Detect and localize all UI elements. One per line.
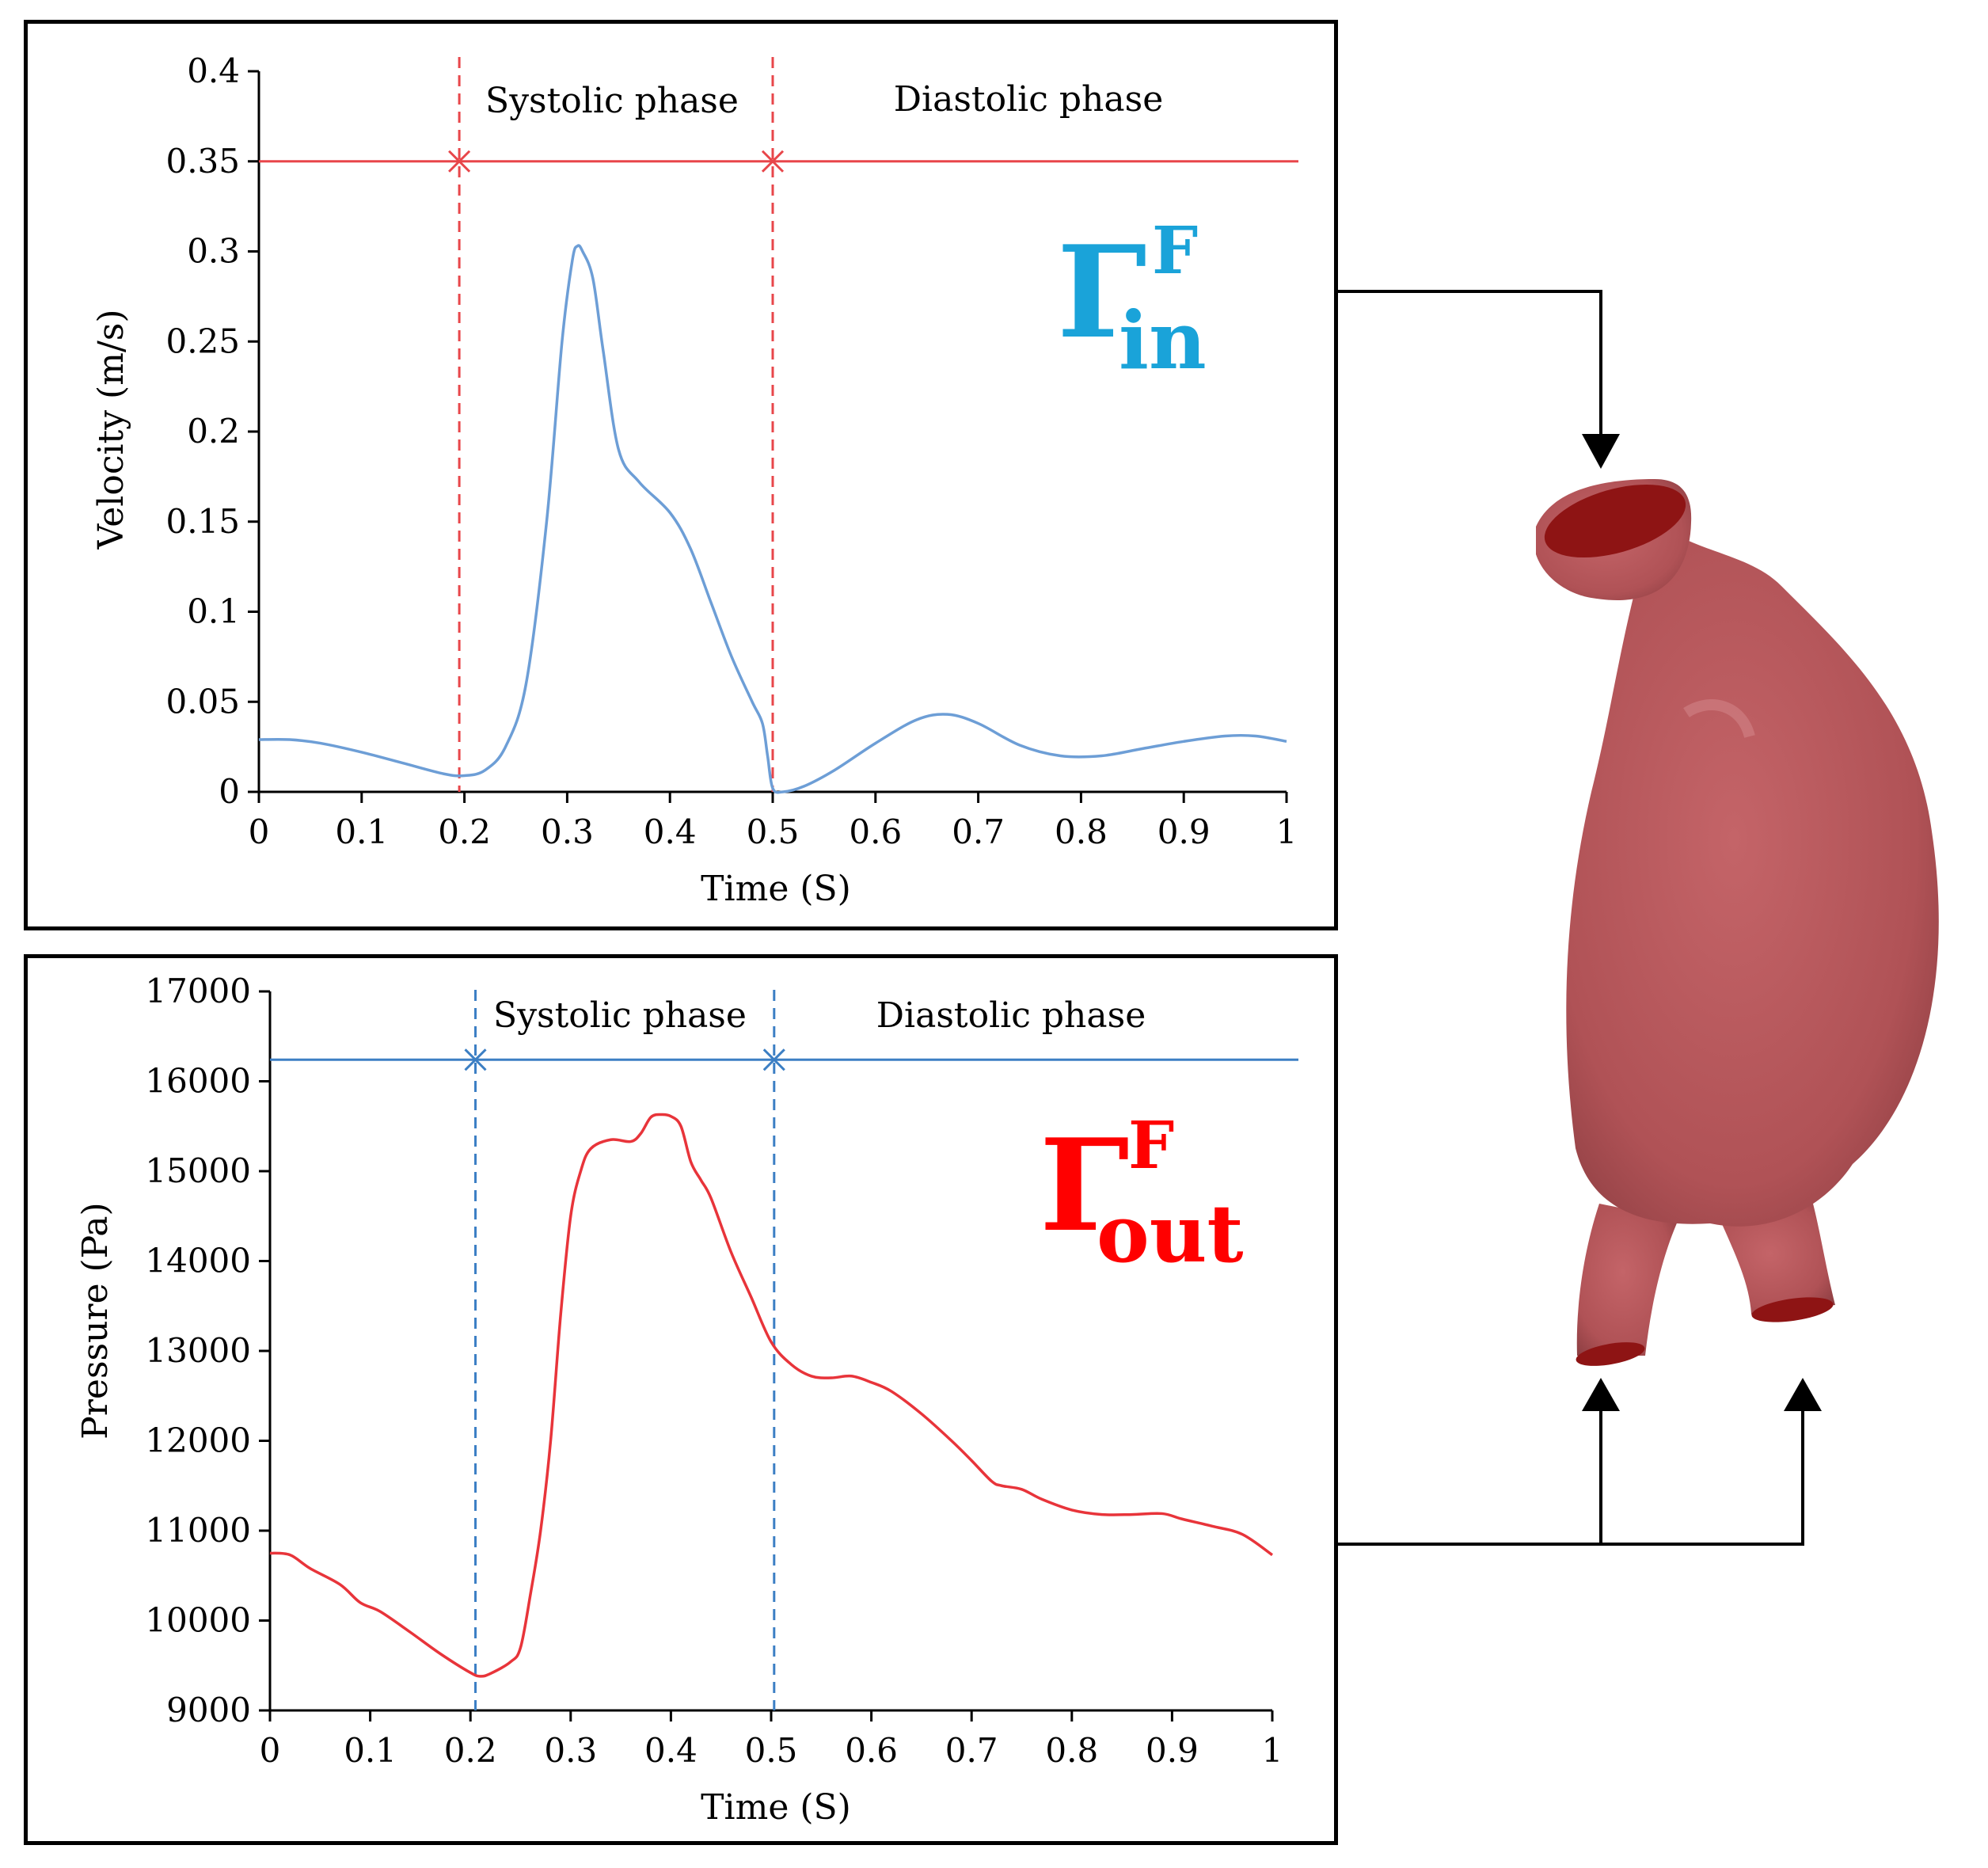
outlet-gamma: Γ — [1040, 1111, 1130, 1260]
outlet-connector-arrow — [1338, 1410, 1804, 1546]
diastolic-phase-label: Diastolic phase — [876, 995, 1146, 1036]
x-tick-label: 0.3 — [544, 1731, 597, 1770]
x-tick-label: 0.5 — [745, 1731, 798, 1770]
aorta-sac — [1566, 523, 1939, 1227]
x-tick-label: 0 — [260, 1731, 281, 1770]
x-tick-label: 0.2 — [444, 1731, 497, 1770]
aorta-right-leg — [1716, 1204, 1835, 1314]
x-tick-label: 0.1 — [344, 1731, 397, 1770]
aorta-inlet-opening — [1544, 484, 1686, 558]
pressure-chart: 0 0.1 0.2 0.3 0.4 0.5 0.6 0.7 0.8 0.9 1 9000 10000 11… — [75, 972, 1298, 1828]
x-tick-label: 0.9 — [1146, 1731, 1199, 1770]
y-tick-label: 9000 — [166, 1691, 251, 1729]
y-tick-label: 17000 — [145, 972, 251, 1010]
x-tick-label: 1 — [1276, 812, 1298, 851]
y-tick-label: 0.2 — [187, 412, 240, 451]
x-tick-label: 0.1 — [335, 812, 388, 851]
x-tick-label: 0.8 — [1045, 1731, 1098, 1770]
pressure-chart-panel: 0 0.1 0.2 0.3 0.4 0.5 0.6 0.7 0.8 0.9 1 9000 10000 11… — [24, 954, 1338, 1845]
y-axis-label: Pressure (Pa) — [75, 1202, 116, 1439]
x-axis-label: Time (S) — [701, 869, 851, 909]
x-tick-label: 0.8 — [1055, 812, 1108, 851]
y-tick-label: 0.3 — [187, 232, 240, 271]
data-series-line — [258, 244, 1287, 794]
y-tick-label: 16000 — [145, 1062, 251, 1101]
phase-boundary-marker — [762, 1048, 785, 1071]
outlet-superscript: F — [1128, 1108, 1174, 1184]
x-tick-label: 0.6 — [845, 1731, 898, 1770]
y-tick-label: 10000 — [145, 1601, 251, 1640]
y-tick-label: 14000 — [145, 1242, 251, 1280]
y-tick-label: 0.35 — [165, 142, 240, 181]
inlet-gamma: Γ — [1057, 218, 1147, 367]
y-tick-label: 13000 — [145, 1331, 251, 1370]
aorta-highlight — [1683, 699, 1755, 739]
x-tick-label: 1 — [1262, 1731, 1283, 1770]
inlet-connector-arrow — [1338, 290, 1602, 437]
x-tick-label: 0.4 — [644, 1731, 698, 1770]
velocity-chart-panel: 0 0.1 0.2 0.3 0.4 0.5 0.6 0.7 0.8 0.9 1 0 0.05 0.1 0.1… — [24, 20, 1338, 930]
inlet-boundary-label: Γ — [1057, 218, 1147, 367]
inlet-superscript: F — [1152, 213, 1198, 289]
x-tick-label: 0.6 — [849, 812, 902, 851]
data-series-line — [269, 1113, 1274, 1678]
y-tick-label: 12000 — [145, 1421, 251, 1460]
x-tick-label: 0.7 — [945, 1731, 998, 1770]
phase-boundary-marker — [448, 150, 471, 173]
x-tick-label: 0.4 — [644, 812, 697, 851]
inlet-subscript: in — [1119, 294, 1207, 387]
aorta-outlet-left-opening — [1576, 1342, 1645, 1366]
x-tick-label: 0.3 — [541, 812, 594, 851]
y-tick-label: 0.25 — [165, 321, 240, 360]
velocity-chart: 0 0.1 0.2 0.3 0.4 0.5 0.6 0.7 0.8 0.9 1 0 0.05 0.1 0.1… — [91, 51, 1298, 909]
aorta-left-leg — [1576, 1204, 1678, 1356]
y-tick-label: 15000 — [145, 1151, 251, 1190]
phase-boundary-marker — [464, 1048, 487, 1071]
x-tick-label: 0.2 — [438, 812, 491, 851]
outlet-subscript: out — [1097, 1187, 1244, 1280]
x-tick-label: 0.7 — [952, 812, 1005, 851]
x-tick-label: 0.5 — [747, 812, 800, 851]
x-tick-label: 0 — [249, 812, 270, 851]
diastolic-phase-label: Diastolic phase — [894, 79, 1163, 120]
y-axis-label: Velocity (m/s) — [91, 309, 131, 550]
y-tick-label: 0.15 — [165, 502, 240, 541]
systolic-phase-label: Systolic phase — [493, 995, 747, 1036]
y-tick-label: 11000 — [145, 1511, 251, 1550]
y-tick-label: 0.4 — [187, 51, 240, 90]
y-tick-label: 0.1 — [187, 592, 240, 631]
outlet-arrowhead-left-icon — [1582, 1378, 1620, 1411]
outlet-arrowhead-right-icon — [1784, 1378, 1822, 1411]
y-tick-label: 0.05 — [165, 682, 240, 721]
systolic-phase-label: Systolic phase — [485, 81, 739, 121]
phase-boundary-marker — [761, 150, 785, 173]
inlet-arrowhead-icon — [1582, 434, 1620, 469]
aorta-model — [1536, 479, 1939, 1366]
y-tick-label: 0 — [219, 772, 240, 811]
x-axis-label: Time (S) — [701, 1787, 851, 1828]
aorta-outlet-right-opening — [1751, 1297, 1834, 1322]
x-tick-label: 0.9 — [1157, 812, 1211, 851]
